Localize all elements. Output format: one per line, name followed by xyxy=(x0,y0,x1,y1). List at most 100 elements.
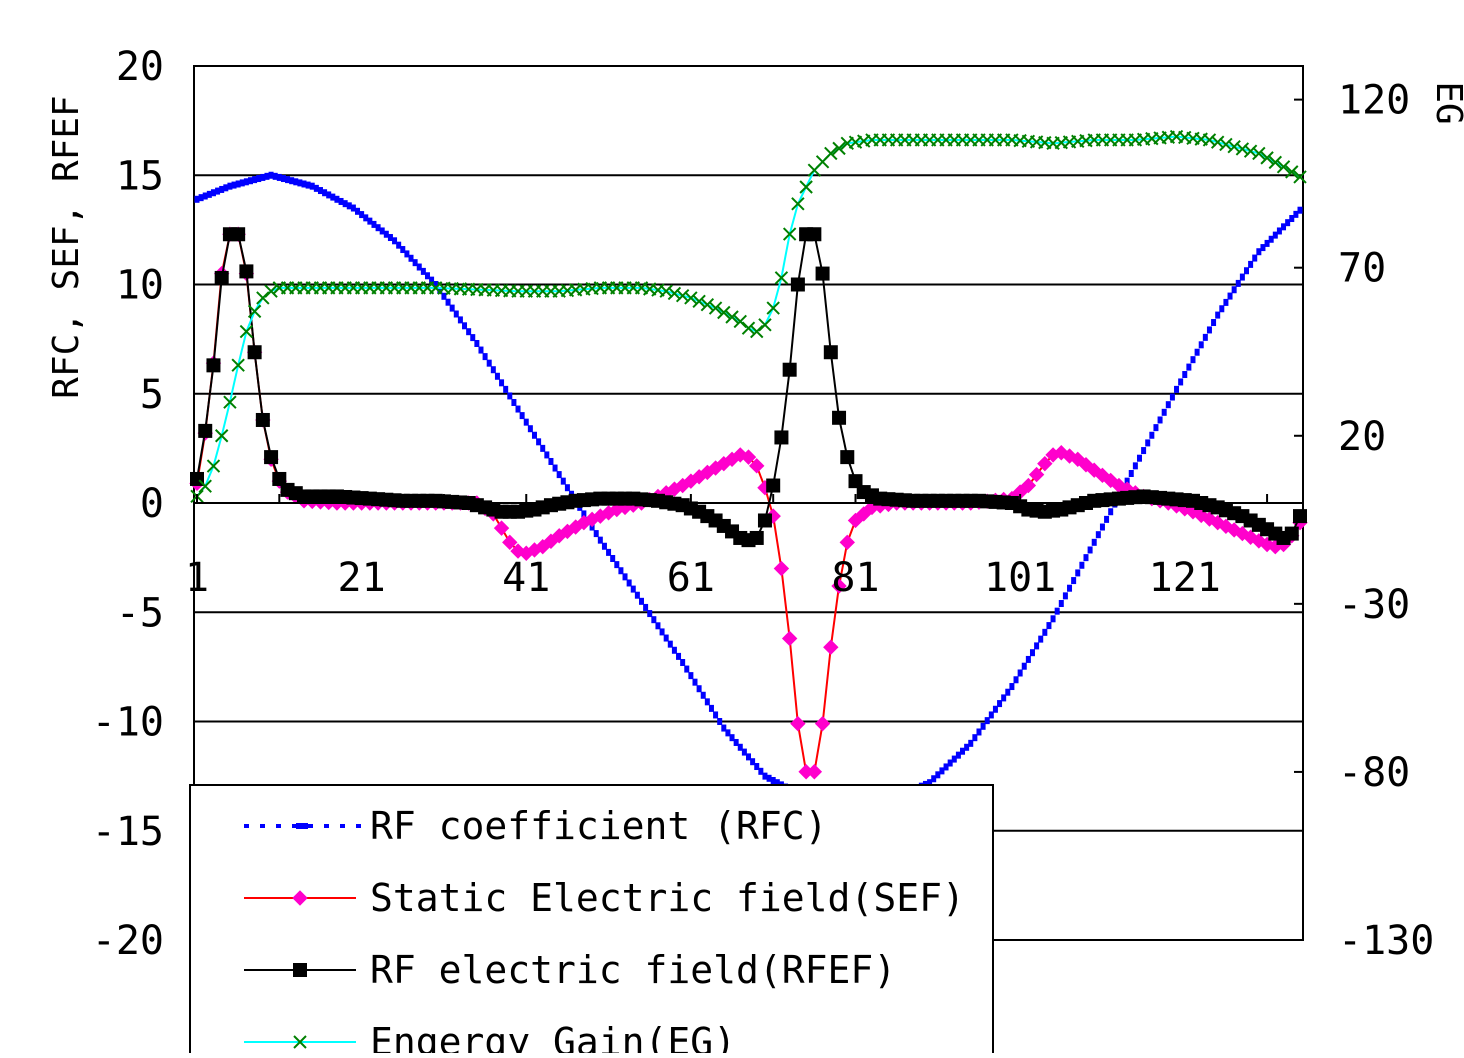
rfc-point xyxy=(248,177,254,185)
x-marker xyxy=(659,284,673,298)
x-marker xyxy=(1260,151,1274,165)
x-marker xyxy=(758,318,772,332)
rfc-point xyxy=(927,779,933,787)
rfc-point xyxy=(750,758,756,766)
square-marker xyxy=(823,345,838,360)
x-marker xyxy=(223,395,237,409)
rfc-point xyxy=(964,743,970,751)
rfc-point xyxy=(1276,227,1282,235)
rfc-point xyxy=(947,759,953,767)
rfc-point xyxy=(1095,531,1101,539)
rfc-point xyxy=(552,464,558,472)
rfc-point xyxy=(688,672,694,680)
rfc-point xyxy=(1104,515,1110,523)
rfc-point xyxy=(346,202,352,210)
rfc-point xyxy=(1206,326,1212,334)
x-marker xyxy=(700,297,715,312)
rfc-point xyxy=(951,755,957,763)
rfc-point xyxy=(239,179,245,187)
rfc-point xyxy=(235,180,241,188)
rfc-point xyxy=(671,646,677,654)
y-tick-label-right: -130 xyxy=(1338,918,1434,964)
rfc-point xyxy=(371,220,377,228)
x-tick-label: 21 xyxy=(338,555,386,601)
legend-swatch-marker xyxy=(293,1035,307,1049)
x-marker xyxy=(1202,133,1217,147)
rfc-point xyxy=(223,184,229,192)
rfc-point xyxy=(614,561,620,569)
legend-swatch-marker xyxy=(293,963,307,977)
rfc-point xyxy=(231,181,237,189)
rfc-point xyxy=(474,339,480,347)
rfc-point xyxy=(1099,523,1105,531)
rfc-point xyxy=(511,398,517,406)
legend-label: RF electric field(RFEF) xyxy=(370,948,896,992)
rfc-point xyxy=(593,530,599,538)
rfc-point xyxy=(1157,416,1163,424)
rfc-point xyxy=(754,763,760,771)
rfc-point xyxy=(375,224,381,232)
rfc-point xyxy=(1141,447,1147,455)
rfc-point xyxy=(1194,348,1200,356)
rfc-point xyxy=(540,444,546,452)
x-tick-label: 61 xyxy=(667,555,715,601)
rfc-point xyxy=(729,734,735,742)
rfc-point xyxy=(667,640,673,648)
rfc-point xyxy=(1009,683,1015,691)
rfc-point xyxy=(441,292,447,300)
x-tick-label: 41 xyxy=(502,555,550,601)
rfc-point xyxy=(770,776,776,784)
rfc-point xyxy=(626,579,632,587)
legend-swatch-dot xyxy=(308,824,313,828)
rfc-point xyxy=(1227,292,1233,300)
diamond-marker xyxy=(740,449,757,465)
y-axis-title-right: EG xyxy=(1428,81,1464,124)
rfc-point xyxy=(622,573,628,581)
diamond-marker xyxy=(493,520,510,536)
legend-label: Engergy Gain(EG) xyxy=(370,1020,736,1053)
diamond-marker xyxy=(847,512,864,529)
rfc-point xyxy=(466,328,472,336)
x-marker xyxy=(675,288,690,303)
rfc-point xyxy=(367,217,373,225)
diamond-marker xyxy=(781,630,798,647)
square-marker xyxy=(214,270,229,285)
rfc-point xyxy=(659,628,665,636)
rfc-point xyxy=(355,207,361,215)
y-tick-label-left: 5 xyxy=(140,372,164,418)
square-marker xyxy=(840,450,855,465)
rfc-point xyxy=(762,772,768,780)
rfc-point xyxy=(256,175,262,183)
series-3 xyxy=(190,129,1307,503)
rfc-point xyxy=(597,536,603,544)
rfc-point xyxy=(955,751,961,759)
rfc-point xyxy=(1017,669,1023,677)
rfc-point xyxy=(1001,694,1007,702)
rfc-point xyxy=(1025,655,1031,663)
y-tick-label-left: -10 xyxy=(92,700,164,746)
rfc-point xyxy=(1211,319,1217,327)
square-marker xyxy=(782,362,797,377)
rfc-point xyxy=(490,366,496,374)
series-layer xyxy=(189,129,1308,811)
rfc-point xyxy=(696,685,702,693)
rfc-point xyxy=(717,718,723,725)
diamond-marker xyxy=(1020,477,1037,494)
rfc-point xyxy=(1219,305,1225,313)
rfc-point xyxy=(1042,628,1048,636)
rfc-point xyxy=(556,471,562,479)
y-tick-label-right: -30 xyxy=(1338,582,1410,628)
square-marker xyxy=(848,474,863,489)
rfc-point xyxy=(1223,298,1229,306)
square-marker xyxy=(206,358,221,373)
square-marker xyxy=(255,412,270,427)
rfc-point xyxy=(1013,676,1019,684)
square-marker xyxy=(231,227,246,242)
rfc-point xyxy=(215,187,221,195)
rfc-point xyxy=(392,237,398,245)
rfc-point xyxy=(746,753,751,761)
x-marker xyxy=(1276,160,1291,174)
rfc-point xyxy=(766,774,772,782)
rfc-point xyxy=(503,385,509,393)
rfc-point xyxy=(210,189,216,197)
